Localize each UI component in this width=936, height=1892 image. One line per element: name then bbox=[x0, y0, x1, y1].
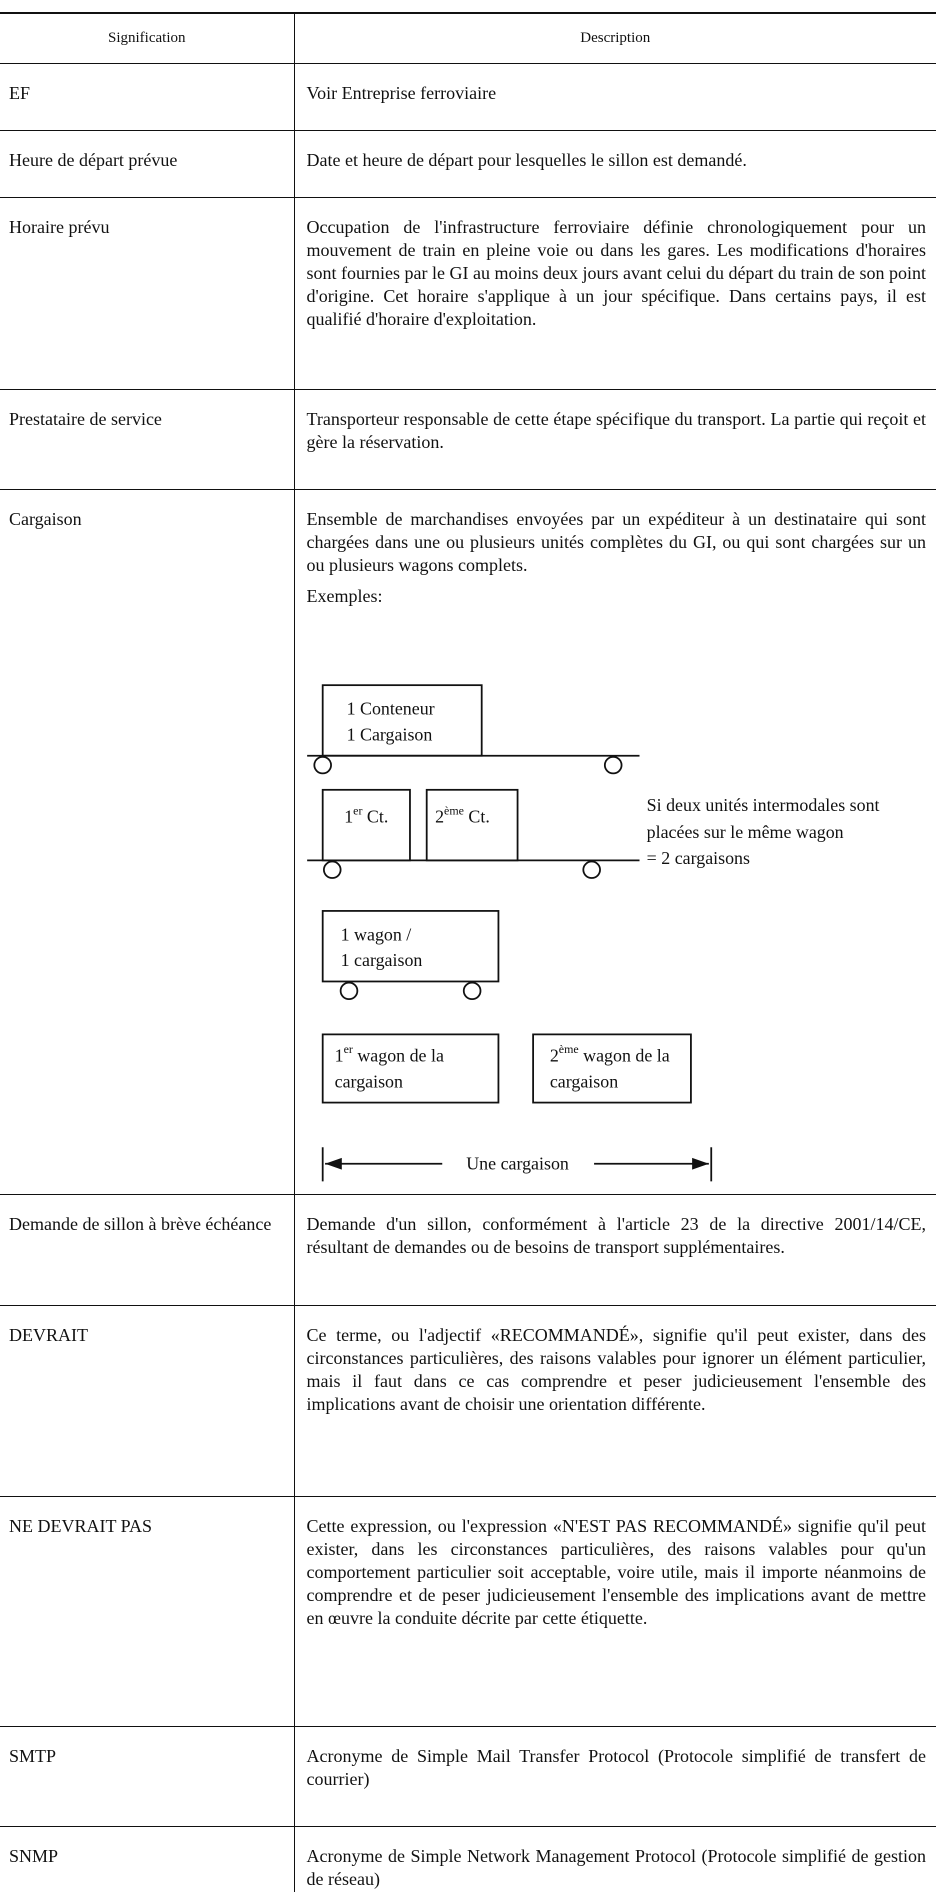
paragraph: Exemples: bbox=[306, 585, 383, 606]
diagram-label: 2ème wagon de la bbox=[550, 1042, 670, 1065]
table-row: Demande de sillon à brève échéance Demand… bbox=[0, 1194, 936, 1305]
diagram-label: cargaison bbox=[550, 1071, 618, 1091]
paragraph: Demande d'un sillon, conformément à l'ar… bbox=[306, 1213, 927, 1257]
label-part: Ct. bbox=[464, 807, 490, 827]
wheel bbox=[322, 860, 342, 879]
description: Acronyme de Simple Network Management Pr… bbox=[293, 1826, 936, 1892]
wheel bbox=[313, 756, 332, 775]
diagram-label: 1er wagon de la bbox=[335, 1042, 444, 1065]
superscript: ème bbox=[559, 1042, 579, 1056]
diagram-label: 1 wagon / bbox=[341, 924, 412, 944]
wagon-box bbox=[321, 1033, 500, 1104]
description: Transporteur responsable de cette étape … bbox=[293, 389, 936, 489]
container-box bbox=[321, 788, 411, 862]
description: Occupation de l'infrastructure ferroviai… bbox=[293, 197, 936, 389]
term: Horaire prévu bbox=[9, 216, 110, 237]
diagram-note: Si deux unités intermodales sont bbox=[647, 795, 880, 815]
term: EF bbox=[9, 82, 31, 103]
table-row: Prestataire de service Transporteur respo… bbox=[0, 389, 936, 489]
label-part: 2 bbox=[550, 1046, 559, 1066]
paragraph: Occupation de l'infrastructure ferroviai… bbox=[306, 216, 927, 329]
paragraph: Ensemble de marchandises envoyées par un… bbox=[306, 508, 927, 575]
diagram-note: placées sur le même wagon bbox=[647, 822, 844, 842]
table-row: Horaire prévu Occupation de l'infrastruct… bbox=[0, 197, 936, 389]
wheel bbox=[462, 981, 482, 1000]
table-row: Heure de départ prévue Date et heure de d… bbox=[0, 130, 936, 197]
paragraph: Voir Entreprise ferroviaire bbox=[306, 82, 497, 103]
term: Prestataire de service bbox=[9, 408, 162, 429]
paragraph: Ce terme, ou l'adjectif «RECOMMANDÉ», si… bbox=[306, 1324, 927, 1414]
wheel bbox=[339, 981, 359, 1000]
table-row: SMTP Acronyme de Simple Mail Transfer Pro… bbox=[0, 1726, 936, 1826]
superscript: er bbox=[353, 804, 362, 818]
label-part: 1 bbox=[344, 807, 353, 827]
glossary-table: Signification Description EF Voir Entrepris… bbox=[0, 12, 936, 1892]
superscript: er bbox=[344, 1042, 353, 1056]
table-row: EF Voir Entreprise ferroviaire bbox=[0, 63, 936, 130]
wheel bbox=[582, 860, 601, 879]
term: Heure de départ prévue bbox=[9, 149, 178, 170]
table-row: SNMP Acronyme de Simple Network Managemen… bbox=[0, 1826, 936, 1892]
description: Cette expression, ou l'expression «N'EST… bbox=[293, 1496, 936, 1726]
term: SMTP bbox=[9, 1745, 57, 1766]
label-part: Ct. bbox=[362, 807, 388, 827]
paragraph: Acronyme de Simple Mail Transfer Protoco… bbox=[306, 1745, 927, 1789]
cargo-diagram: 1 Conteneur 1 Cargaison 1er Ct. 2ème Ct.… bbox=[307, 684, 880, 1182]
term: Demande de sillon à brève échéance bbox=[9, 1213, 272, 1234]
wagon-box bbox=[321, 910, 500, 983]
arrow-head bbox=[325, 1157, 342, 1170]
term: Cargaison bbox=[9, 508, 82, 529]
label-part: 1 bbox=[335, 1046, 344, 1066]
diagram-label: cargaison bbox=[335, 1071, 403, 1091]
container-box bbox=[321, 684, 483, 757]
diagram-label: 1er Ct. bbox=[344, 804, 388, 827]
description: Demande d'un sillon, conformément à l'ar… bbox=[293, 1194, 936, 1305]
diagram-label: 1 cargaison bbox=[341, 950, 423, 970]
wheel bbox=[603, 756, 623, 775]
term: DEVRAIT bbox=[9, 1324, 88, 1345]
label-part: 2 bbox=[435, 807, 444, 827]
table-row: NE DEVRAIT PAS Cette expression, ou l'exp… bbox=[0, 1496, 936, 1726]
diagram-label: 2ème Ct. bbox=[435, 804, 490, 827]
term: NE DEVRAIT PAS bbox=[9, 1515, 153, 1536]
column-header: Description bbox=[293, 13, 936, 63]
description: Date et heure de départ pour lesquelles … bbox=[293, 130, 936, 197]
wagon-box bbox=[532, 1033, 692, 1104]
term: SNMP bbox=[9, 1845, 59, 1866]
label-part: wagon de la bbox=[353, 1046, 444, 1066]
paragraph: Cette expression, ou l'expression «N'EST… bbox=[306, 1515, 927, 1628]
container-box bbox=[425, 788, 519, 862]
description: Voir Entreprise ferroviaire bbox=[293, 63, 936, 130]
diagram-note: = 2 cargaisons bbox=[647, 848, 750, 868]
paragraph: Date et heure de départ pour lesquelles … bbox=[306, 149, 747, 170]
table-row: DEVRAIT Ce terme, ou l'adjectif «RECOMMAN… bbox=[0, 1305, 936, 1496]
description: Acronyme de Simple Mail Transfer Protoco… bbox=[293, 1726, 936, 1826]
description: Ce terme, ou l'adjectif «RECOMMANDÉ», si… bbox=[293, 1305, 936, 1496]
diagram-label: 1 Conteneur bbox=[347, 699, 435, 719]
column-header: Signification bbox=[108, 29, 186, 46]
label-part: wagon de la bbox=[579, 1046, 670, 1066]
arrow-head bbox=[692, 1157, 709, 1170]
header-row: Signification Description bbox=[0, 13, 936, 63]
superscript: ème bbox=[444, 804, 464, 818]
span-label: Une cargaison bbox=[466, 1154, 569, 1174]
diagram-label: 1 Cargaison bbox=[347, 725, 433, 745]
paragraph: Transporteur responsable de cette étape … bbox=[306, 408, 927, 452]
paragraph: Acronyme de Simple Network Management Pr… bbox=[306, 1845, 927, 1889]
